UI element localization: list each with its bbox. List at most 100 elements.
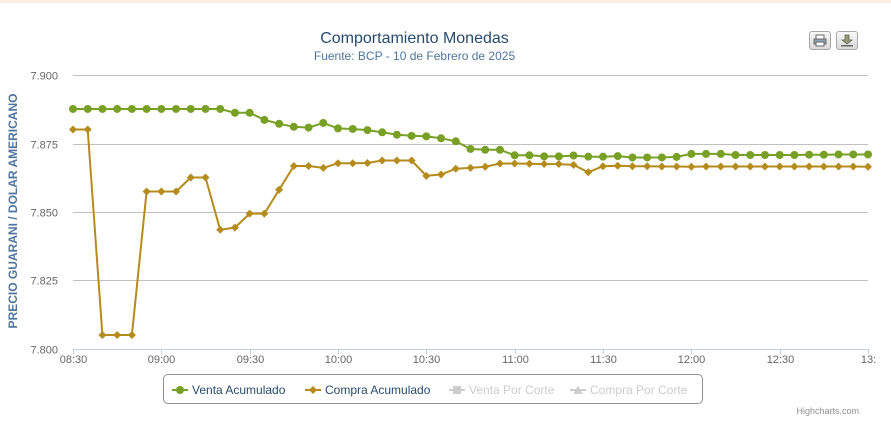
data-point[interactable] <box>437 134 446 143</box>
data-point[interactable] <box>260 115 269 124</box>
data-point[interactable] <box>834 150 843 159</box>
data-point[interactable] <box>289 122 298 131</box>
print-button[interactable] <box>809 31 831 50</box>
data-point[interactable] <box>657 162 666 171</box>
data-point[interactable] <box>466 144 475 153</box>
data-point[interactable] <box>363 126 372 135</box>
data-point[interactable] <box>687 162 696 171</box>
data-point[interactable] <box>775 151 784 160</box>
data-point[interactable] <box>334 159 342 168</box>
data-point[interactable] <box>451 164 460 173</box>
data-point[interactable] <box>731 151 740 160</box>
data-point[interactable] <box>510 151 519 160</box>
data-point[interactable] <box>716 162 725 171</box>
data-point[interactable] <box>716 149 725 158</box>
data-point[interactable] <box>554 152 563 161</box>
data-point[interactable] <box>775 162 784 171</box>
data-point[interactable] <box>348 159 357 168</box>
data-point[interactable] <box>819 162 828 171</box>
data-point[interactable] <box>819 150 828 159</box>
data-point[interactable] <box>245 108 254 117</box>
data-point[interactable] <box>230 223 239 232</box>
data-point[interactable] <box>805 162 814 171</box>
data-point[interactable] <box>157 104 166 113</box>
data-point[interactable] <box>392 130 401 139</box>
data-point[interactable] <box>657 153 666 162</box>
data-point[interactable] <box>363 158 372 167</box>
data-point[interactable] <box>319 118 328 127</box>
data-point[interactable] <box>201 173 210 182</box>
data-point[interactable] <box>643 153 652 162</box>
data-point[interactable] <box>142 104 151 113</box>
data-point[interactable] <box>687 149 696 158</box>
data-point[interactable] <box>628 162 637 171</box>
data-point[interactable] <box>378 128 387 137</box>
data-point[interactable] <box>672 152 681 161</box>
data-point[interactable] <box>834 162 843 171</box>
data-point[interactable] <box>702 149 711 158</box>
data-point[interactable] <box>201 104 210 113</box>
data-point[interactable] <box>525 151 534 160</box>
data-point[interactable] <box>275 185 284 194</box>
data-point[interactable] <box>849 150 858 159</box>
data-point[interactable] <box>702 162 711 171</box>
data-point[interactable] <box>127 331 136 340</box>
data-point[interactable] <box>216 225 225 234</box>
data-point[interactable] <box>481 162 490 171</box>
data-point[interactable] <box>746 162 755 171</box>
data-point[interactable] <box>613 152 622 161</box>
data-point[interactable] <box>230 108 239 117</box>
data-point[interactable] <box>113 331 122 340</box>
data-point[interactable] <box>319 163 328 172</box>
data-point[interactable] <box>731 162 740 171</box>
data-point[interactable] <box>849 162 858 171</box>
data-point[interactable] <box>790 162 799 171</box>
data-point[interactable] <box>495 159 504 168</box>
data-point[interactable] <box>304 161 313 170</box>
data-point[interactable] <box>378 156 387 165</box>
data-point[interactable] <box>599 162 607 171</box>
data-point[interactable] <box>245 209 254 218</box>
data-point[interactable] <box>584 168 593 177</box>
data-point[interactable] <box>613 161 622 170</box>
data-point[interactable] <box>790 151 799 160</box>
data-point[interactable] <box>672 162 681 171</box>
data-point[interactable] <box>554 160 563 169</box>
data-point[interactable] <box>643 162 652 171</box>
data-point[interactable] <box>186 104 195 113</box>
data-point[interactable] <box>481 145 490 154</box>
data-point[interactable] <box>127 104 136 113</box>
data-point[interactable] <box>864 162 872 171</box>
data-point[interactable] <box>466 163 475 172</box>
data-point[interactable] <box>525 159 534 168</box>
data-point[interactable] <box>510 159 519 168</box>
data-point[interactable] <box>98 104 107 113</box>
data-point[interactable] <box>569 160 578 169</box>
data-point[interactable] <box>437 170 446 179</box>
data-point[interactable] <box>260 209 269 218</box>
data-point[interactable] <box>760 162 769 171</box>
data-point[interactable] <box>422 132 431 141</box>
data-point[interactable] <box>69 104 77 113</box>
data-point[interactable] <box>289 161 298 170</box>
data-point[interactable] <box>746 151 755 160</box>
data-point[interactable] <box>540 160 549 169</box>
data-point[interactable] <box>864 150 872 159</box>
data-point[interactable] <box>83 104 92 113</box>
data-point[interactable] <box>113 104 122 113</box>
data-point[interactable] <box>407 156 416 165</box>
data-point[interactable] <box>805 150 814 159</box>
data-point[interactable] <box>599 152 607 161</box>
data-point[interactable] <box>407 131 416 140</box>
data-point[interactable] <box>451 137 460 146</box>
data-point[interactable] <box>172 104 181 113</box>
data-point[interactable] <box>69 125 77 134</box>
data-point[interactable] <box>584 152 593 161</box>
data-point[interactable] <box>98 331 107 340</box>
data-point[interactable] <box>142 187 151 196</box>
data-point[interactable] <box>83 125 92 134</box>
data-point[interactable] <box>569 151 578 160</box>
data-point[interactable] <box>334 124 342 133</box>
data-point[interactable] <box>157 187 166 196</box>
data-point[interactable] <box>495 145 504 154</box>
